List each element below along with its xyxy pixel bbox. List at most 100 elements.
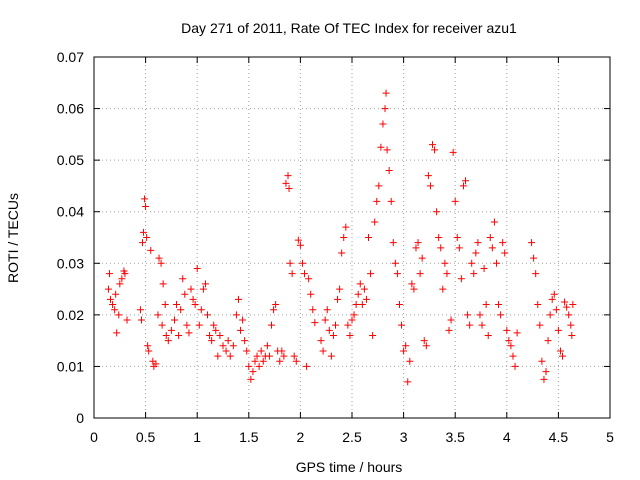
data-point xyxy=(161,301,169,309)
data-point xyxy=(152,360,160,368)
data-point xyxy=(418,254,426,262)
data-point xyxy=(482,301,490,309)
data-point xyxy=(354,290,362,298)
data-point xyxy=(362,295,370,303)
data-point xyxy=(472,249,480,257)
data-point xyxy=(175,331,183,339)
data-point xyxy=(116,280,124,288)
data-point xyxy=(239,316,247,324)
data-point xyxy=(251,357,259,365)
data-point xyxy=(428,141,436,149)
x-tick-label: 1.5 xyxy=(239,429,259,445)
x-tick-label: 4.5 xyxy=(549,429,569,445)
data-point xyxy=(181,290,189,298)
data-point xyxy=(437,244,445,252)
data-point xyxy=(143,234,151,241)
data-point xyxy=(327,352,335,360)
data-point xyxy=(280,352,288,360)
data-point xyxy=(387,197,395,205)
data-point xyxy=(457,275,465,283)
data-point xyxy=(286,259,294,267)
data-point xyxy=(284,172,292,180)
data-point xyxy=(206,331,214,339)
data-point xyxy=(352,301,360,309)
data-point xyxy=(208,337,216,345)
data-point xyxy=(290,352,298,360)
data-point xyxy=(123,316,131,324)
data-point xyxy=(224,337,232,345)
data-point xyxy=(398,321,406,329)
data-point xyxy=(319,347,327,355)
data-point xyxy=(532,270,540,278)
data-point xyxy=(451,197,459,205)
data-point xyxy=(505,337,513,345)
data-point xyxy=(404,378,412,386)
data-point xyxy=(253,352,261,360)
data-point xyxy=(210,321,218,329)
data-point xyxy=(265,352,273,360)
data-point xyxy=(164,337,172,345)
data-point xyxy=(393,270,401,278)
data-point xyxy=(177,306,185,314)
data-point xyxy=(373,197,381,205)
data-point xyxy=(115,311,123,319)
data-point xyxy=(447,316,455,324)
data-point xyxy=(414,239,422,247)
data-point xyxy=(408,280,416,288)
data-point xyxy=(214,352,222,360)
data-point xyxy=(263,342,271,350)
data-point xyxy=(488,244,496,252)
data-point xyxy=(400,347,408,355)
data-point xyxy=(513,329,521,337)
data-point xyxy=(195,321,203,329)
data-point xyxy=(255,362,263,370)
data-point xyxy=(331,321,339,329)
data-point xyxy=(379,120,387,128)
data-point xyxy=(170,316,178,324)
data-point xyxy=(468,259,476,267)
data-point xyxy=(288,270,296,278)
data-point xyxy=(325,326,333,334)
data-point xyxy=(548,295,556,303)
data-point xyxy=(441,259,449,267)
data-point xyxy=(189,295,197,303)
data-point xyxy=(237,326,245,334)
x-axis-label: GPS time / hours xyxy=(296,459,403,475)
data-point xyxy=(499,239,507,247)
gridlines xyxy=(94,57,610,418)
data-point xyxy=(158,321,166,329)
data-point xyxy=(365,234,373,241)
data-point xyxy=(568,331,576,339)
data-point xyxy=(367,270,375,278)
data-point xyxy=(371,218,379,226)
data-point xyxy=(296,241,304,249)
data-point xyxy=(141,195,149,203)
data-point xyxy=(105,270,113,278)
data-point xyxy=(232,311,240,319)
data-point xyxy=(298,259,306,267)
data-point xyxy=(360,285,368,293)
data-point xyxy=(538,357,546,365)
data-point xyxy=(111,306,119,314)
data-point xyxy=(336,285,344,293)
x-axis-ticks: 0 0.5 1 1.5 2 2.5 3 3.5 4 4.5 5 xyxy=(90,57,614,445)
data-point xyxy=(449,148,457,156)
chart-title: Day 271 of 2011, Rate Of TEC Index for r… xyxy=(181,20,517,36)
y-tick-label: 0.03 xyxy=(57,255,84,271)
data-point xyxy=(173,301,181,309)
y-axis-ticks: 0 0.01 0.02 0.03 0.04 0.05 0.06 0.07 xyxy=(57,49,610,426)
data-point xyxy=(503,326,511,334)
data-point xyxy=(139,239,147,247)
data-point xyxy=(536,321,544,329)
x-tick-label: 0 xyxy=(90,429,98,445)
data-point xyxy=(219,342,227,350)
data-point xyxy=(552,306,560,314)
data-point xyxy=(159,280,167,288)
data-point xyxy=(550,290,558,298)
data-point xyxy=(113,329,121,337)
data-point xyxy=(511,362,519,370)
data-point xyxy=(191,301,199,309)
x-tick-label: 1 xyxy=(193,429,201,445)
